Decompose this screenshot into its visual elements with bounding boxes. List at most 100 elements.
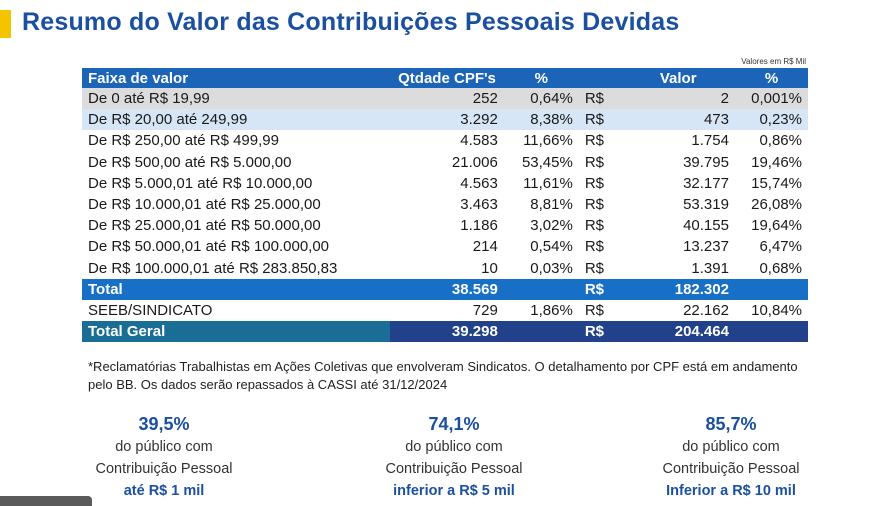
table-row: De R$ 50.000,01 até R$ 100.000,00 214 0,… [82, 236, 808, 258]
cell-qty: 3.292 [390, 109, 504, 131]
cell-range: De R$ 20,00 até 249,99 [82, 109, 391, 131]
grand-total-label: Total Geral [82, 321, 391, 343]
stat-block: 74,1% do público com Contribuição Pessoa… [354, 412, 554, 502]
cell-qty: 252 [390, 88, 504, 110]
cell-currency: R$ [578, 215, 622, 237]
total-qty: 38.569 [390, 278, 504, 300]
header-value: Valor [621, 68, 735, 88]
cell-value-pct: 26,08% [734, 193, 808, 216]
total-row: Total 38.569 R$ 182.302 [82, 278, 808, 300]
cell-qty: 214 [390, 236, 504, 258]
cell-currency: R$ [578, 88, 622, 110]
stat-line: Contribuição Pessoal [385, 461, 523, 477]
seeb-currency: R$ [578, 299, 622, 322]
cell-pct: 11,61% [503, 172, 579, 194]
header-value-pct: % [734, 68, 808, 88]
header-pct: % [503, 68, 579, 88]
cell-value: 32.177 [621, 172, 735, 194]
total-pct-empty [503, 278, 579, 300]
cell-qty: 21.006 [390, 151, 504, 173]
grand-total-qty: 39.298 [390, 321, 504, 343]
stat-percentage: 39,5% [138, 414, 190, 434]
cell-value: 39.795 [621, 151, 735, 173]
cell-pct: 8,81% [503, 193, 579, 216]
total-label: Total [82, 278, 391, 300]
table-row: De R$ 20,00 até 249,99 3.292 8,38% R$ 47… [82, 109, 808, 131]
cell-currency: R$ [578, 193, 622, 216]
cell-currency: R$ [578, 236, 622, 258]
cell-pct: 0,64% [503, 88, 579, 110]
cell-value-pct: 0,23% [734, 109, 808, 131]
unit-note: Valores em R$ Mil [741, 57, 806, 66]
stat-highlight: inferior a R$ 5 mil [393, 483, 515, 499]
table-row: De R$ 25.000,01 até R$ 50.000,00 1.186 3… [82, 215, 808, 237]
stat-line: do público com [115, 439, 213, 455]
stat-percentage: 74,1% [428, 414, 480, 434]
cell-currency: R$ [578, 257, 622, 279]
cell-pct: 0,54% [503, 236, 579, 258]
header-currency [578, 68, 622, 88]
stat-block: 85,7% do público com Contribuição Pessoa… [631, 412, 831, 502]
seeb-value-pct: 10,84% [734, 299, 808, 322]
footnote: *Reclamatórias Trabalhistas em Ações Col… [88, 359, 798, 392]
seeb-label: SEEB/SINDICATO [82, 299, 391, 322]
cell-value-pct: 19,64% [734, 215, 808, 237]
page-title: Resumo do Valor das Contribuições Pessoa… [22, 8, 680, 36]
cell-pct: 11,66% [503, 130, 579, 152]
seeb-row: SEEB/SINDICATO 729 1,86% R$ 22.162 10,84… [82, 299, 808, 322]
cell-currency: R$ [578, 109, 622, 131]
cell-value: 473 [621, 109, 735, 131]
contributions-table: Faixa de valor Qtdade CPF's % Valor % De… [82, 68, 808, 343]
cell-value-pct: 19,46% [734, 151, 808, 173]
cell-range: De R$ 10.000,01 até R$ 25.000,00 [82, 193, 391, 216]
cell-range: De R$ 100.000,01 até R$ 283.850,83 [82, 257, 391, 279]
grand-total-pct-empty [503, 321, 579, 343]
cell-qty: 10 [390, 257, 504, 279]
cell-pct: 0,03% [503, 257, 579, 279]
stat-highlight: até R$ 1 mil [123, 483, 205, 499]
stat-block: 39,5% do público com Contribuição Pessoa… [64, 412, 264, 502]
total-currency: R$ [578, 278, 622, 300]
total-value: 182.302 [621, 278, 735, 300]
table-header-row: Faixa de valor Qtdade CPF's % Valor % [82, 68, 808, 88]
seeb-qty: 729 [390, 299, 504, 322]
cell-value-pct: 6,47% [734, 236, 808, 258]
stat-percentage: 85,7% [705, 414, 757, 434]
header-range: Faixa de valor [82, 68, 391, 88]
table-row: De R$ 10.000,01 até R$ 25.000,00 3.463 8… [82, 193, 808, 216]
table-row: De R$ 500,00 até R$ 5.000,00 21.006 53,4… [82, 151, 808, 173]
cell-pct: 8,38% [503, 109, 579, 131]
cell-value: 13.237 [621, 236, 735, 258]
table-row: De R$ 5.000,01 até R$ 10.000,00 4.563 11… [82, 172, 808, 194]
stat-line: do público com [682, 439, 780, 455]
cell-value: 1.391 [621, 257, 735, 279]
cell-range: De R$ 50.000,01 até R$ 100.000,00 [82, 236, 391, 258]
total-value-pct-empty [734, 278, 808, 300]
cell-value: 40.155 [621, 215, 735, 237]
stat-line: Contribuição Pessoal [95, 461, 233, 477]
seeb-pct: 1,86% [503, 299, 579, 322]
table-row: De 0 até R$ 19,99 252 0,64% R$ 2 0,001% [82, 88, 808, 110]
cell-value-pct: 0,001% [734, 88, 808, 110]
cell-value: 2 [621, 88, 735, 110]
cell-range: De R$ 250,00 até R$ 499,99 [82, 130, 391, 152]
stat-highlight: Inferior a R$ 10 mil [666, 483, 796, 499]
seeb-value: 22.162 [621, 299, 735, 322]
grand-total-currency: R$ [578, 321, 622, 343]
table-row: De R$ 250,00 até R$ 499,99 4.583 11,66% … [82, 130, 808, 152]
cell-currency: R$ [578, 130, 622, 152]
title-accent-bar [0, 10, 11, 38]
cell-range: De R$ 25.000,01 até R$ 50.000,00 [82, 215, 391, 237]
cell-value-pct: 0,86% [734, 130, 808, 152]
header-qty: Qtdade CPF's [390, 68, 504, 88]
cell-value: 1.754 [621, 130, 735, 152]
stat-line: do público com [405, 439, 503, 455]
grand-total-row: Total Geral 39.298 R$ 204.464 [82, 321, 808, 343]
cell-pct: 3,02% [503, 215, 579, 237]
stat-line: Contribuição Pessoal [662, 461, 800, 477]
cell-value-pct: 15,74% [734, 172, 808, 194]
cell-value: 53.319 [621, 193, 735, 216]
video-overlay-chip[interactable] [0, 496, 92, 506]
cell-value-pct: 0,68% [734, 257, 808, 279]
cell-currency: R$ [578, 172, 622, 194]
